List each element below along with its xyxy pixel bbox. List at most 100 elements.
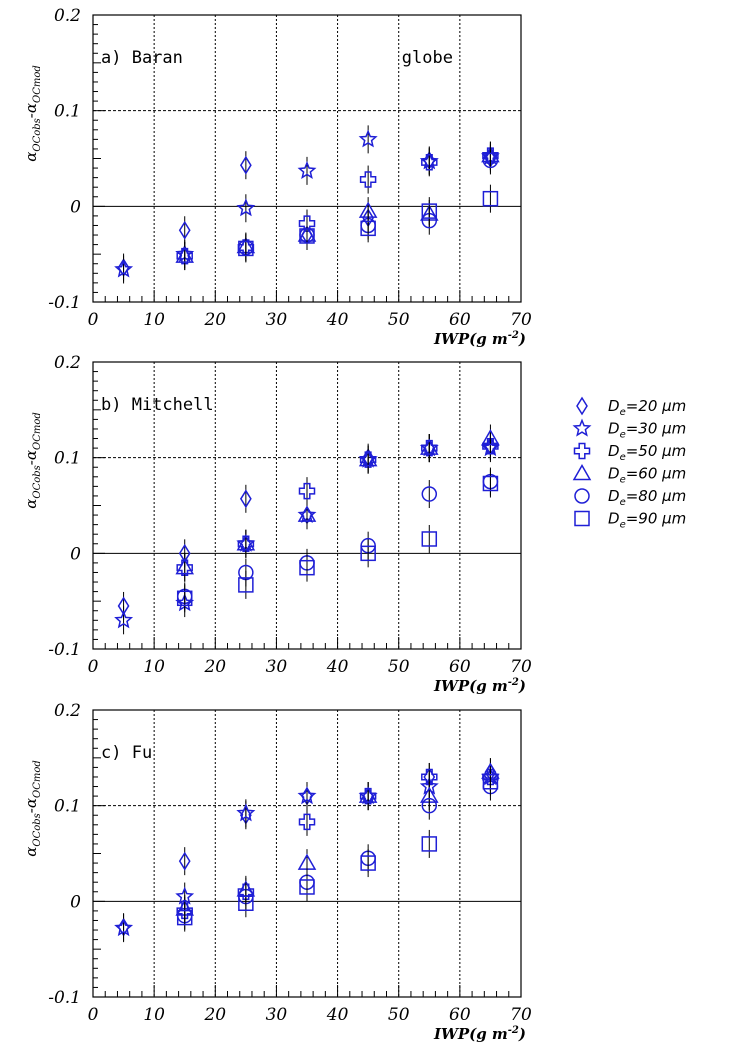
data-point-square bbox=[299, 228, 315, 244]
data-point-square bbox=[421, 203, 438, 219]
panel-label: b) Mitchell bbox=[101, 395, 214, 415]
data-point-square bbox=[238, 577, 254, 593]
series-square bbox=[176, 469, 499, 613]
diamond-icon bbox=[576, 396, 588, 416]
legend-label: De=90 µm bbox=[608, 510, 686, 531]
y-tick-label: -0.1 bbox=[48, 640, 81, 660]
y-tick-label: -0.1 bbox=[48, 988, 81, 1008]
data-point-cross bbox=[359, 171, 377, 188]
panel-3: 0 10 20 30 40 50 60 70 -0.1 0 0.1 0.2 IWP(g m-2) αOCo… bbox=[22, 701, 532, 1043]
series-star bbox=[114, 434, 500, 635]
legend-label: De=60 µm bbox=[608, 465, 686, 486]
series-square bbox=[238, 184, 499, 263]
data-point-triangle bbox=[175, 558, 195, 575]
x-tick-label: 50 bbox=[388, 657, 410, 677]
x-tick-label: 70 bbox=[510, 657, 532, 677]
y-tick-label: 0 bbox=[70, 544, 81, 564]
y-axis-label: αOCobs-αOCmod bbox=[22, 65, 43, 162]
data-point-star bbox=[297, 160, 317, 179]
cross-icon bbox=[573, 442, 591, 460]
panel-1: 0 10 20 30 40 50 60 70 -0.1 0 0.1 0.2 IWP(g m-2) αOCo… bbox=[22, 6, 532, 348]
y-tick-label: 0.1 bbox=[54, 102, 81, 122]
data-point-circle bbox=[482, 152, 499, 169]
y-tick-label: 0.2 bbox=[54, 6, 81, 26]
legend-item-square: De=90 µm bbox=[574, 510, 686, 531]
x-tick-label: 60 bbox=[449, 1005, 471, 1025]
x-tick-label: 10 bbox=[143, 657, 165, 677]
data-point-star bbox=[297, 786, 317, 805]
data-point-diamond bbox=[239, 155, 252, 175]
x-tick-label: 0 bbox=[88, 310, 99, 330]
x-tick-label: 40 bbox=[326, 310, 349, 330]
y-tick-label: 0.1 bbox=[54, 797, 81, 817]
legend-item-cross: De=50 µm bbox=[573, 442, 686, 463]
data-point-square bbox=[360, 220, 376, 237]
series-square bbox=[176, 767, 499, 932]
data-point-square bbox=[421, 531, 438, 547]
legend-item-star: De=30 µm bbox=[572, 418, 686, 441]
data-point-square bbox=[299, 559, 315, 576]
data-point-cross bbox=[421, 768, 438, 786]
y-tick-label: 0.2 bbox=[54, 701, 81, 721]
data-point-diamond bbox=[239, 489, 252, 509]
x-tick-label: 30 bbox=[266, 1005, 288, 1025]
legend-label: De=80 µm bbox=[608, 487, 686, 508]
panel-2: 0 10 20 30 40 50 60 70 -0.1 0 0.1 0.2 IWP(g m-2) αOCo… bbox=[22, 353, 532, 695]
data-point-triangle bbox=[358, 786, 378, 803]
data-point-square bbox=[482, 475, 499, 492]
x-tick-label: 30 bbox=[266, 310, 288, 330]
data-point-square bbox=[176, 590, 193, 607]
data-point-square bbox=[299, 879, 315, 895]
panel-label: a) Baran bbox=[101, 48, 183, 68]
x-tick-label: 60 bbox=[449, 657, 471, 677]
data-point-triangle bbox=[358, 450, 378, 467]
data-point-triangle bbox=[419, 438, 439, 455]
legend-item-diamond: De=20 µm bbox=[576, 396, 686, 418]
data-point-diamond bbox=[178, 220, 191, 240]
data-point-square bbox=[360, 545, 376, 562]
data-point-cross bbox=[298, 813, 316, 831]
x-tick-label: 50 bbox=[388, 310, 410, 330]
circle-icon bbox=[574, 488, 590, 504]
x-tick-label: 20 bbox=[203, 657, 226, 677]
data-point-square bbox=[238, 240, 254, 257]
legend-label: De=20 µm bbox=[608, 397, 686, 418]
data-point-star bbox=[114, 610, 134, 629]
data-point-star bbox=[358, 129, 378, 148]
square-icon bbox=[574, 510, 590, 527]
x-tick-label: 70 bbox=[510, 1005, 532, 1025]
y-axis-label: αOCobs-αOCmod bbox=[22, 412, 43, 509]
data-point-square bbox=[238, 895, 254, 911]
data-point-cross bbox=[237, 883, 255, 901]
data-point-cross bbox=[421, 154, 438, 171]
y-tick-label: 0.1 bbox=[54, 449, 81, 469]
series-triangle bbox=[175, 424, 500, 582]
x-tick-label: 40 bbox=[326, 657, 349, 677]
x-tick-label: 30 bbox=[266, 657, 288, 677]
legend-label: De=50 µm bbox=[608, 442, 686, 463]
x-tick-label: 50 bbox=[388, 1005, 410, 1025]
x-tick-label: 10 bbox=[143, 1005, 165, 1025]
x-tick-label: 10 bbox=[143, 310, 165, 330]
data-point-cross bbox=[176, 902, 193, 920]
series-star bbox=[114, 125, 500, 284]
data-point-star bbox=[236, 198, 256, 217]
x-tick-label: 40 bbox=[326, 1005, 349, 1025]
data-point-triangle bbox=[175, 246, 195, 263]
star-icon bbox=[572, 418, 592, 437]
data-point-triangle bbox=[481, 429, 500, 446]
x-axis-label: IWP(g m-2) bbox=[433, 1025, 526, 1043]
x-tick-label: 0 bbox=[88, 657, 99, 677]
y-tick-label: -0.1 bbox=[48, 293, 81, 313]
data-point-square bbox=[482, 190, 499, 207]
legend-label: De=30 µm bbox=[608, 420, 686, 441]
legend-item-circle: De=80 µm bbox=[574, 487, 686, 508]
data-point-square bbox=[421, 836, 438, 852]
y-tick-label: 0 bbox=[70, 892, 81, 912]
x-tick-label: 20 bbox=[203, 310, 226, 330]
y-axis-label: αOCobs-αOCmod bbox=[22, 760, 43, 857]
x-tick-label: 0 bbox=[88, 1005, 99, 1025]
data-point-square bbox=[482, 774, 499, 790]
